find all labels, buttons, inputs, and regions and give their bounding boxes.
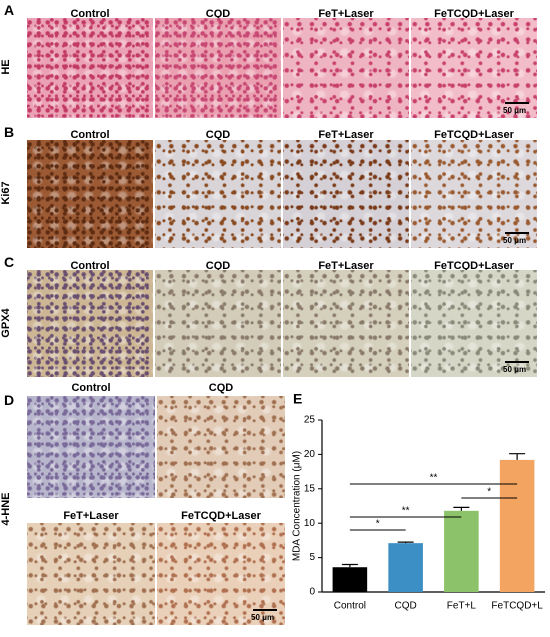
micrograph <box>27 140 153 248</box>
bar <box>499 459 535 592</box>
bar-chart: E MDA Concentration (μM) 0 5 10 15 20 25 Control… <box>292 391 545 612</box>
x-tick-label: FeT+L <box>447 601 477 612</box>
bar <box>388 543 423 592</box>
x-tick-label: Control <box>334 601 366 612</box>
column-title: Control <box>70 129 110 141</box>
scale-bar-label: 50 μm <box>503 106 527 115</box>
column-title: FeTCQD+Laser <box>434 129 514 141</box>
micrograph <box>283 18 409 118</box>
panel-letter: C <box>4 254 15 270</box>
micrograph <box>283 140 409 248</box>
scale-bar <box>505 102 529 104</box>
column-title: Control <box>70 260 110 272</box>
column-title: FeT+Laser <box>318 8 374 20</box>
significance-label: * <box>487 487 491 498</box>
column-title: FeTCQD+Laser <box>434 260 514 272</box>
y-tick-label: 25 <box>304 415 316 426</box>
micrograph <box>155 140 281 248</box>
scale-bar-label: 50 μm <box>503 365 527 374</box>
column-title: FeTCQD+Laser <box>434 8 514 20</box>
panel-letter: A <box>4 2 15 18</box>
scale-bar-label: 50 μm <box>251 613 275 622</box>
micrograph <box>157 523 285 625</box>
micrograph <box>411 270 537 377</box>
y-tick-label: 10 <box>304 518 316 529</box>
micrograph <box>155 18 281 118</box>
micrograph <box>411 18 537 118</box>
panel-letter: E <box>293 391 302 407</box>
significance-label: ** <box>402 506 410 517</box>
column-title: CQD <box>205 8 231 20</box>
column-title: CQD <box>205 129 231 141</box>
column-title: FeT+Laser <box>63 510 119 522</box>
significance-label: * <box>376 519 380 530</box>
row-label: 4-HNE <box>0 492 12 526</box>
panel-letter: B <box>4 124 15 140</box>
scale-bar <box>505 361 529 363</box>
scale-bar-label: 50 μm <box>503 236 527 245</box>
column-title: Control <box>71 382 111 394</box>
bar <box>332 567 368 592</box>
x-tick-label: FeTCQD+L <box>491 601 543 612</box>
column-title: FeTCQD+Laser <box>181 510 261 522</box>
micrograph <box>27 18 153 118</box>
y-axis-title: MDA Concentration (μM) <box>292 451 303 561</box>
micrograph <box>283 270 409 377</box>
micrograph <box>411 140 537 248</box>
column-title: FeT+Laser <box>318 129 374 141</box>
column-title: CQD <box>208 382 234 394</box>
micrograph <box>155 270 281 377</box>
micrograph <box>27 523 155 625</box>
column-title: FeT+Laser <box>318 260 374 272</box>
y-tick-label: 5 <box>309 552 315 563</box>
y-tick-label: 15 <box>304 483 316 494</box>
significance-label: ** <box>430 473 438 484</box>
scale-bar <box>505 232 529 234</box>
micrograph <box>157 396 285 498</box>
bar <box>444 510 479 592</box>
panel-letter: D <box>4 392 15 408</box>
y-tick-label: 20 <box>304 449 316 460</box>
micrograph <box>27 270 153 377</box>
y-tick-label: 0 <box>309 587 315 598</box>
micrograph <box>27 396 155 498</box>
row-label: HE <box>0 59 12 75</box>
row-label: GPX4 <box>0 307 12 338</box>
x-tick-label: CQD <box>395 601 417 612</box>
column-title: CQD <box>205 260 231 272</box>
scale-bar <box>253 609 277 611</box>
row-label: Ki67 <box>0 181 12 205</box>
column-title: Control <box>70 8 110 20</box>
